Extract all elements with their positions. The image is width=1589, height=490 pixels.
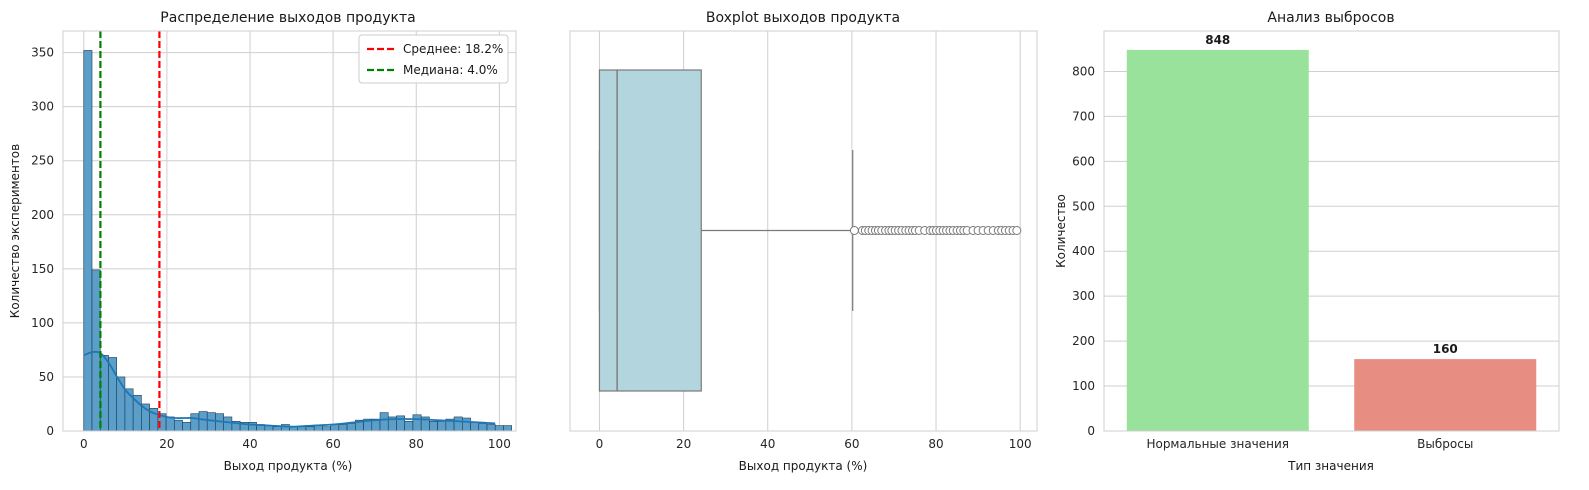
histogram-title: Распределение выходов продукта bbox=[160, 10, 415, 26]
bar-value-label: 160 bbox=[1433, 342, 1458, 356]
histogram-bars bbox=[83, 50, 512, 432]
x-tick-label: 0 bbox=[80, 437, 88, 451]
histogram-bar bbox=[305, 426, 315, 432]
histogram-ticks: 0 20 40 60 80 100 0 50 100 150 200 250 300 350 bbox=[31, 46, 511, 451]
boxplot-outliers bbox=[849, 226, 1022, 235]
iqr-box bbox=[598, 69, 702, 392]
x-tick-label: 0 bbox=[596, 437, 604, 451]
y-tick-label: 800 bbox=[1072, 64, 1095, 78]
x-tick-label: 80 bbox=[928, 437, 943, 451]
y-tick-label: 300 bbox=[1072, 289, 1095, 303]
y-tick-label: 300 bbox=[31, 100, 54, 114]
histogram-bar bbox=[346, 423, 356, 432]
histogram-bar bbox=[453, 416, 463, 432]
y-tick-label: 500 bbox=[1072, 199, 1095, 213]
bar-value-label: 848 bbox=[1205, 33, 1230, 47]
histogram-bar bbox=[437, 420, 447, 432]
x-tick-label: 60 bbox=[325, 437, 340, 451]
histogram-bar bbox=[91, 269, 101, 432]
y-tick-label: 350 bbox=[31, 46, 54, 60]
boxplot-body bbox=[598, 69, 854, 392]
x-tick-label: 100 bbox=[1009, 437, 1032, 451]
outlier-bar-panel: Анализ выбросов Тип значения Количество … bbox=[1054, 10, 1560, 473]
y-tick-label: 0 bbox=[46, 424, 54, 438]
x-tick-label: 20 bbox=[159, 437, 174, 451]
boxplot-frame bbox=[569, 30, 1038, 432]
outlier-point bbox=[849, 226, 859, 235]
histogram-bar bbox=[165, 416, 175, 432]
y-tick-label: 600 bbox=[1072, 154, 1095, 168]
histogram-ylabel: Количество экспериментов bbox=[8, 144, 22, 318]
bar bbox=[1126, 49, 1309, 431]
boxplot-ticks: 0 20 40 60 80 100 bbox=[596, 437, 1032, 451]
histogram-xlabel: Выход продукта (%) bbox=[224, 459, 353, 473]
outlier-point bbox=[1012, 226, 1022, 235]
histogram-bar bbox=[429, 420, 438, 432]
histogram-bar bbox=[379, 412, 389, 432]
x-tick-label: 40 bbox=[242, 437, 257, 451]
histogram-bar bbox=[503, 425, 512, 432]
y-tick-label: 250 bbox=[31, 154, 54, 168]
y-tick-label: 700 bbox=[1072, 109, 1095, 123]
bar bbox=[1354, 359, 1537, 431]
kde-curve bbox=[83, 350, 496, 428]
histogram-frame bbox=[62, 30, 517, 432]
bar-xlabel: Тип значения bbox=[1287, 459, 1374, 473]
histogram-bar bbox=[412, 414, 422, 432]
histogram-bar bbox=[338, 424, 348, 432]
y-tick-label: 100 bbox=[31, 316, 54, 330]
y-tick-label: 0 bbox=[1087, 424, 1095, 438]
histogram-panel: Распределение выходов продукта Выход про… bbox=[8, 10, 517, 473]
histogram-bar bbox=[190, 413, 200, 432]
histogram-legend: Среднее: 18.2% Медиана: 4.0% bbox=[358, 34, 509, 84]
boxplot-title: Boxplot выходов продукта bbox=[706, 10, 900, 26]
histogram-bar bbox=[132, 395, 142, 432]
histogram-bar bbox=[173, 419, 183, 432]
x-tick-label: 20 bbox=[676, 437, 691, 451]
histogram-bar bbox=[494, 425, 504, 432]
histogram-bar bbox=[83, 50, 93, 432]
x-tick-label: Нормальные значения bbox=[1146, 437, 1289, 451]
histogram-bar bbox=[404, 420, 414, 432]
y-tick-label: 400 bbox=[1072, 244, 1095, 258]
x-tick-label: 80 bbox=[409, 437, 424, 451]
bar-ticks: Нормальные значения Выбросы 0 100 200 300 400 5… bbox=[1072, 64, 1473, 451]
histogram-bar bbox=[223, 416, 233, 432]
histogram-grid bbox=[63, 31, 516, 432]
x-tick-label: 60 bbox=[844, 437, 859, 451]
histogram-bar bbox=[486, 424, 496, 432]
bar-ylabel: Количество bbox=[1054, 194, 1068, 268]
histogram-bar bbox=[116, 376, 126, 432]
y-tick-label: 100 bbox=[1072, 379, 1095, 393]
histogram-bar bbox=[313, 425, 323, 432]
histogram-bar bbox=[322, 426, 331, 432]
boxplot-xlabel: Выход продукта (%) bbox=[739, 459, 868, 473]
histogram-bar bbox=[206, 412, 216, 432]
histogram-bar bbox=[182, 422, 192, 432]
boxplot-panel: Boxplot выходов продукта Выход продукта … bbox=[569, 10, 1038, 473]
y-tick-label: 200 bbox=[1072, 334, 1095, 348]
y-tick-label: 150 bbox=[31, 262, 54, 276]
x-tick-label: 40 bbox=[760, 437, 775, 451]
x-tick-label: Выбросы bbox=[1417, 437, 1473, 451]
x-tick-label: 100 bbox=[488, 437, 511, 451]
y-tick-label: 200 bbox=[31, 208, 54, 222]
histogram-bar bbox=[198, 411, 208, 432]
histogram-bar bbox=[470, 422, 480, 432]
bar-bars: 848 160 bbox=[1126, 33, 1537, 431]
legend-median-label: Медиана: 4.0% bbox=[403, 63, 498, 77]
histogram-bar bbox=[478, 423, 488, 432]
bar-title: Анализ выбросов bbox=[1267, 10, 1394, 26]
histogram-bar bbox=[462, 417, 471, 432]
histogram-bar bbox=[272, 426, 282, 432]
y-tick-label: 50 bbox=[39, 370, 54, 384]
legend-box bbox=[358, 34, 509, 84]
reference-lines bbox=[99, 31, 161, 431]
legend-mean-label: Среднее: 18.2% bbox=[403, 42, 503, 56]
bar-frame bbox=[1103, 30, 1560, 432]
